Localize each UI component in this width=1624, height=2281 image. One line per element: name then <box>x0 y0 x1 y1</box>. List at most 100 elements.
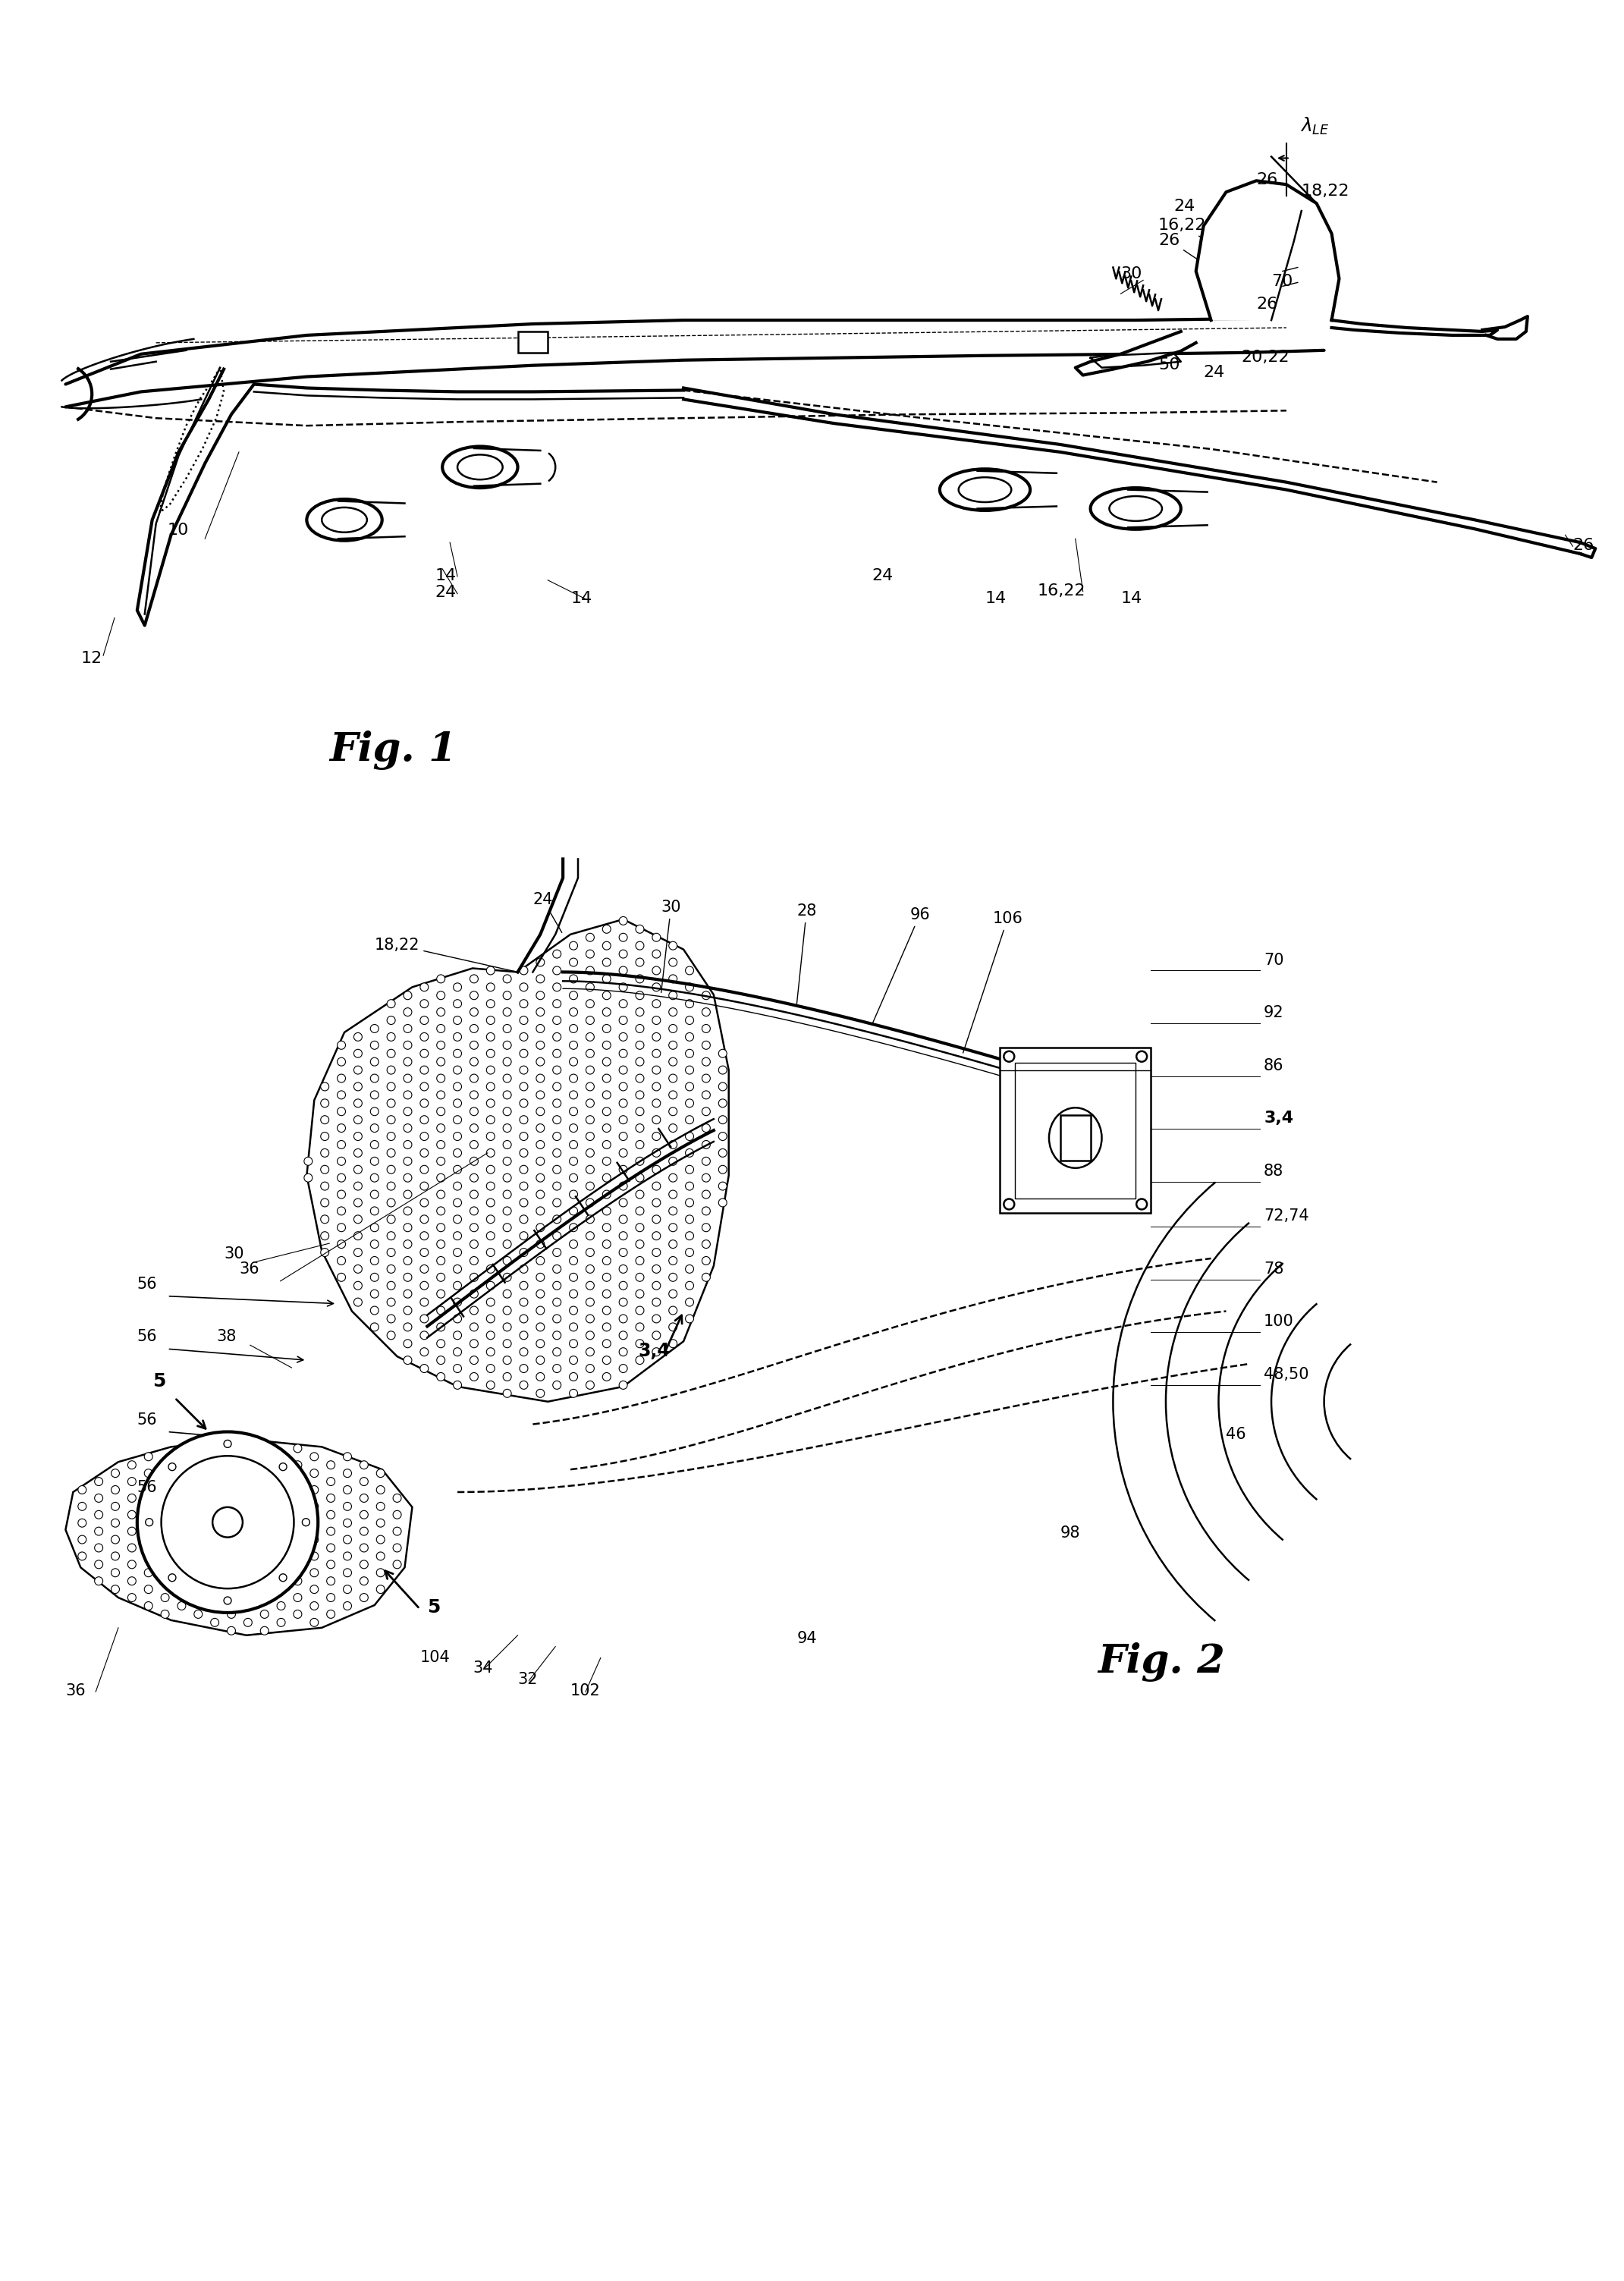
Circle shape <box>343 1485 351 1494</box>
Circle shape <box>619 1232 627 1241</box>
Circle shape <box>403 1241 412 1248</box>
Circle shape <box>244 1485 252 1494</box>
Circle shape <box>227 1444 235 1453</box>
Circle shape <box>387 1266 395 1273</box>
Circle shape <box>570 1074 578 1083</box>
Circle shape <box>586 1232 594 1241</box>
Circle shape <box>193 1526 203 1535</box>
Circle shape <box>503 1289 512 1298</box>
Circle shape <box>603 1223 611 1232</box>
Circle shape <box>320 1216 330 1223</box>
Circle shape <box>227 1544 235 1551</box>
Text: 5: 5 <box>427 1599 440 1617</box>
Circle shape <box>685 1282 693 1289</box>
Circle shape <box>586 1166 594 1175</box>
Circle shape <box>370 1175 378 1182</box>
Circle shape <box>603 1355 611 1364</box>
Circle shape <box>536 1355 544 1364</box>
Circle shape <box>145 1469 153 1478</box>
Circle shape <box>552 1166 560 1175</box>
Circle shape <box>244 1569 252 1576</box>
Circle shape <box>370 1289 378 1298</box>
Circle shape <box>653 1065 661 1074</box>
Circle shape <box>536 974 544 983</box>
Text: 36: 36 <box>65 1683 86 1699</box>
Circle shape <box>536 1156 544 1166</box>
Circle shape <box>619 1282 627 1289</box>
Circle shape <box>635 942 645 949</box>
Circle shape <box>619 1049 627 1058</box>
Circle shape <box>227 1560 235 1569</box>
Circle shape <box>227 1460 235 1469</box>
Circle shape <box>469 1339 477 1348</box>
Circle shape <box>653 1348 661 1355</box>
Circle shape <box>469 1241 477 1248</box>
Circle shape <box>635 1175 645 1182</box>
Circle shape <box>653 1049 661 1058</box>
Circle shape <box>685 1131 693 1140</box>
Circle shape <box>503 1024 512 1033</box>
Circle shape <box>520 1348 528 1355</box>
Circle shape <box>586 1049 594 1058</box>
Circle shape <box>635 1008 645 1015</box>
Circle shape <box>520 1298 528 1307</box>
Circle shape <box>94 1526 102 1535</box>
Text: 104: 104 <box>419 1649 450 1665</box>
Text: 24: 24 <box>1203 365 1224 379</box>
Circle shape <box>487 1232 495 1241</box>
Circle shape <box>619 1348 627 1355</box>
Circle shape <box>278 1601 286 1610</box>
Circle shape <box>326 1544 335 1551</box>
Circle shape <box>94 1478 102 1485</box>
Circle shape <box>702 1058 710 1065</box>
Circle shape <box>361 1478 369 1485</box>
Circle shape <box>586 967 594 974</box>
Circle shape <box>503 1175 512 1182</box>
Circle shape <box>437 1257 445 1266</box>
Circle shape <box>393 1560 401 1569</box>
Circle shape <box>136 1432 318 1613</box>
Circle shape <box>338 1223 346 1232</box>
Circle shape <box>370 1156 378 1166</box>
Circle shape <box>487 1015 495 1024</box>
Circle shape <box>570 992 578 999</box>
Circle shape <box>338 1140 346 1150</box>
Polygon shape <box>65 1439 412 1635</box>
Circle shape <box>520 1314 528 1323</box>
Text: 56: 56 <box>136 1412 158 1428</box>
Circle shape <box>653 1216 661 1223</box>
Text: 3,4: 3,4 <box>1263 1111 1293 1127</box>
Circle shape <box>377 1519 385 1526</box>
Text: 56: 56 <box>136 1277 158 1291</box>
Circle shape <box>570 1373 578 1380</box>
Circle shape <box>718 1198 728 1207</box>
Circle shape <box>685 1115 693 1125</box>
Circle shape <box>586 1033 594 1040</box>
Circle shape <box>586 1099 594 1106</box>
Circle shape <box>669 1307 677 1314</box>
Circle shape <box>227 1478 235 1485</box>
Circle shape <box>520 1182 528 1191</box>
Circle shape <box>669 974 677 983</box>
Circle shape <box>503 1373 512 1380</box>
Circle shape <box>586 1248 594 1257</box>
Circle shape <box>244 1503 252 1510</box>
Circle shape <box>338 1241 346 1248</box>
Circle shape <box>635 1339 645 1348</box>
Circle shape <box>421 1083 429 1090</box>
Circle shape <box>403 1257 412 1266</box>
Circle shape <box>702 1273 710 1282</box>
Circle shape <box>520 1015 528 1024</box>
Circle shape <box>161 1560 169 1569</box>
Circle shape <box>169 1462 175 1471</box>
Circle shape <box>387 1065 395 1074</box>
Circle shape <box>552 1083 560 1090</box>
Circle shape <box>603 974 611 983</box>
Circle shape <box>211 1503 219 1510</box>
Circle shape <box>453 983 461 992</box>
Circle shape <box>520 1266 528 1273</box>
Circle shape <box>669 992 677 999</box>
Circle shape <box>260 1626 268 1635</box>
Circle shape <box>603 1273 611 1282</box>
Circle shape <box>586 1314 594 1323</box>
